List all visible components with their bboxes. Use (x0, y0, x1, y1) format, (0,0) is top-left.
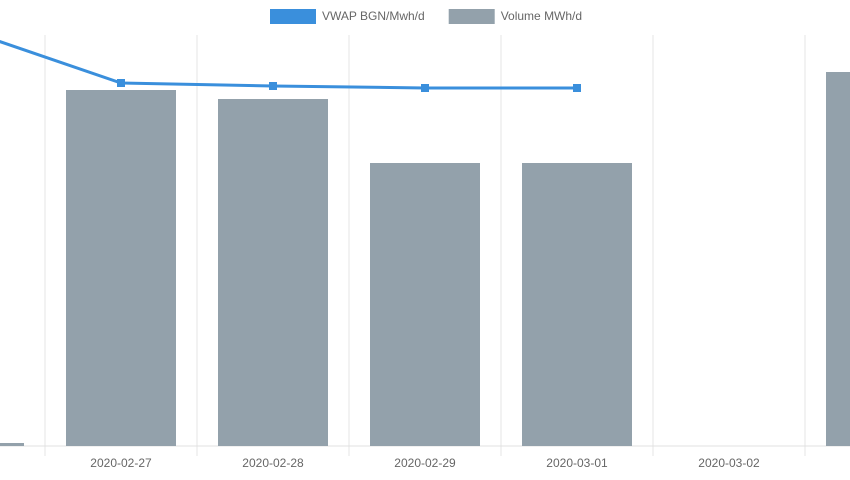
bar (370, 163, 480, 446)
x-tick-label: 2020-03-01 (546, 456, 608, 470)
legend-label: VWAP BGN/Mwh/d (322, 9, 425, 23)
point (421, 84, 429, 92)
x-tick-label: 2020-02-28 (242, 456, 304, 470)
x-tick-label: 2020-02-27 (90, 456, 152, 470)
point (573, 84, 581, 92)
bar (522, 163, 632, 446)
legend-swatch (270, 9, 316, 24)
point (117, 79, 125, 87)
x-tick-label: 2020-03-02 (698, 456, 760, 470)
line (0, 40, 577, 90)
point (269, 82, 277, 90)
x-tick-label: 2020-02-29 (394, 456, 456, 470)
legend-swatch (448, 9, 495, 24)
legend-label: Volume MWh/d (501, 9, 582, 23)
bar (66, 90, 176, 446)
bar (0, 443, 24, 446)
bar (218, 99, 328, 446)
bar (826, 72, 850, 446)
